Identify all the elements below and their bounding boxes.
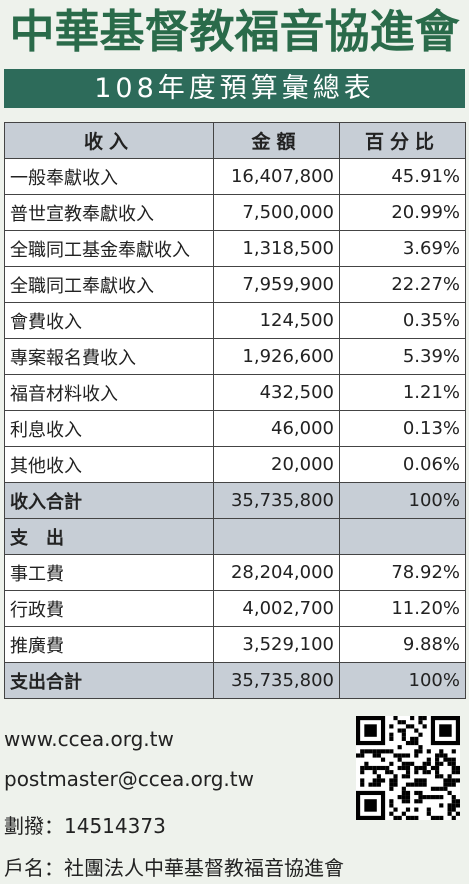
qr-code-icon: [356, 716, 460, 820]
row-amount-cell: 1,318,500: [213, 230, 340, 267]
row-name-cell: 支出合計: [4, 662, 214, 699]
row-percent-cell: 11.20%: [339, 590, 466, 627]
row-percent-cell: 0.35%: [339, 302, 466, 339]
row-amount-cell: 20,000: [213, 446, 340, 483]
row-amount-cell: 4,002,700: [213, 590, 340, 627]
row-percent-cell: 0.06%: [339, 446, 466, 483]
income-row: 福音材料收入 432,500 1.21%: [4, 374, 466, 411]
expense-row: 事工費 28,204,000 78.92%: [4, 554, 466, 591]
row-amount-cell: 7,959,900: [213, 266, 340, 303]
row-amount-cell: 28,204,000: [213, 554, 340, 591]
row-amount-cell: 16,407,800: [213, 158, 340, 195]
row-name-cell: 全職同工奉獻收入: [4, 266, 214, 303]
organization-title: 中華基督教福音協進會: [9, 5, 460, 58]
income-row: 全職同工奉獻收入 7,959,900 22.27%: [4, 266, 466, 303]
income-row: 一般奉獻收入 16,407,800 45.91%: [4, 158, 466, 195]
header-amount: 金額: [213, 122, 340, 159]
row-amount-cell: 35,735,800: [213, 662, 340, 699]
expense-section-row: 支出: [4, 518, 466, 555]
row-amount-cell: 1,926,600: [213, 338, 340, 375]
row-amount-cell: 46,000: [213, 410, 340, 447]
income-row: 會費收入 124,500 0.35%: [4, 302, 466, 339]
empty-cell: [213, 518, 340, 555]
row-name-cell: 會費收入: [4, 302, 214, 339]
budget-title-banner: 108年度預算彙總表: [4, 69, 465, 108]
row-name-cell: 全職同工基金奉獻收入: [4, 230, 214, 267]
row-percent-cell: 5.39%: [339, 338, 466, 375]
row-percent-cell: 0.13%: [339, 410, 466, 447]
account-name-text: 戶名：社團法人中華基督教福音協進會: [4, 856, 344, 880]
website-text: www.ccea.org.tw: [4, 727, 174, 751]
row-amount-cell: 35,735,800: [213, 482, 340, 519]
row-percent-cell: 9.88%: [339, 626, 466, 663]
row-percent-cell: 1.21%: [339, 374, 466, 411]
row-name-cell: 收入合計: [4, 482, 214, 519]
income-row: 普世宣教奉獻收入 7,500,000 20.99%: [4, 194, 466, 231]
expense-row: 推廣費 3,529,100 9.88%: [4, 626, 466, 663]
row-amount-cell: 432,500: [213, 374, 340, 411]
row-name-cell: 推廣費: [4, 626, 214, 663]
row-name-cell: 行政費: [4, 590, 214, 627]
budget-table-body: 一般奉獻收入 16,407,800 45.91% 普世宣教奉獻收入 7,500,000 2…: [4, 158, 466, 699]
income-row: 專案報名費收入 1,926,600 5.39%: [4, 338, 466, 375]
row-percent-cell: 45.91%: [339, 158, 466, 195]
row-name-cell: 一般奉獻收入: [4, 158, 214, 195]
row-amount-cell: 3,529,100: [213, 626, 340, 663]
row-name-cell: 福音材料收入: [4, 374, 214, 411]
empty-cell: [339, 518, 466, 555]
income-row: 其他收入 20,000 0.06%: [4, 446, 466, 483]
table-header-row: 收入 金額 百分比: [4, 122, 466, 159]
row-name-cell: 事工費: [4, 554, 214, 591]
row-percent-cell: 78.92%: [339, 554, 466, 591]
header-income: 收入: [4, 122, 214, 159]
row-name-cell: 普世宣教奉獻收入: [4, 194, 214, 231]
expense-row: 行政費 4,002,700 11.20%: [4, 590, 466, 627]
header-percent: 百分比: [339, 122, 466, 159]
expense-total-row: 支出合計 35,735,800 100%: [4, 662, 466, 699]
transfer-account-text: 劃撥：14514373: [4, 814, 166, 838]
row-name-cell: 其他收入: [4, 446, 214, 483]
email-text: postmaster@ccea.org.tw: [4, 767, 254, 791]
income-row: 利息收入 46,000 0.13%: [4, 410, 466, 447]
income-total-row: 收入合計 35,735,800 100%: [4, 482, 466, 519]
row-percent-cell: 100%: [339, 482, 466, 519]
row-percent-cell: 20.99%: [339, 194, 466, 231]
row-percent-cell: 3.69%: [339, 230, 466, 267]
row-percent-cell: 22.27%: [339, 266, 466, 303]
row-name-cell: 利息收入: [4, 410, 214, 447]
row-amount-cell: 7,500,000: [213, 194, 340, 231]
row-name-cell: 專案報名費收入: [4, 338, 214, 375]
row-amount-cell: 124,500: [213, 302, 340, 339]
budget-table: 收入 金額 百分比 一般奉獻收入 16,407,800 45.91% 普世宣教奉獻收入…: [4, 122, 466, 699]
expense-section-label: 支出: [4, 518, 214, 555]
income-row: 全職同工基金奉獻收入 1,318,500 3.69%: [4, 230, 466, 267]
row-percent-cell: 100%: [339, 662, 466, 699]
